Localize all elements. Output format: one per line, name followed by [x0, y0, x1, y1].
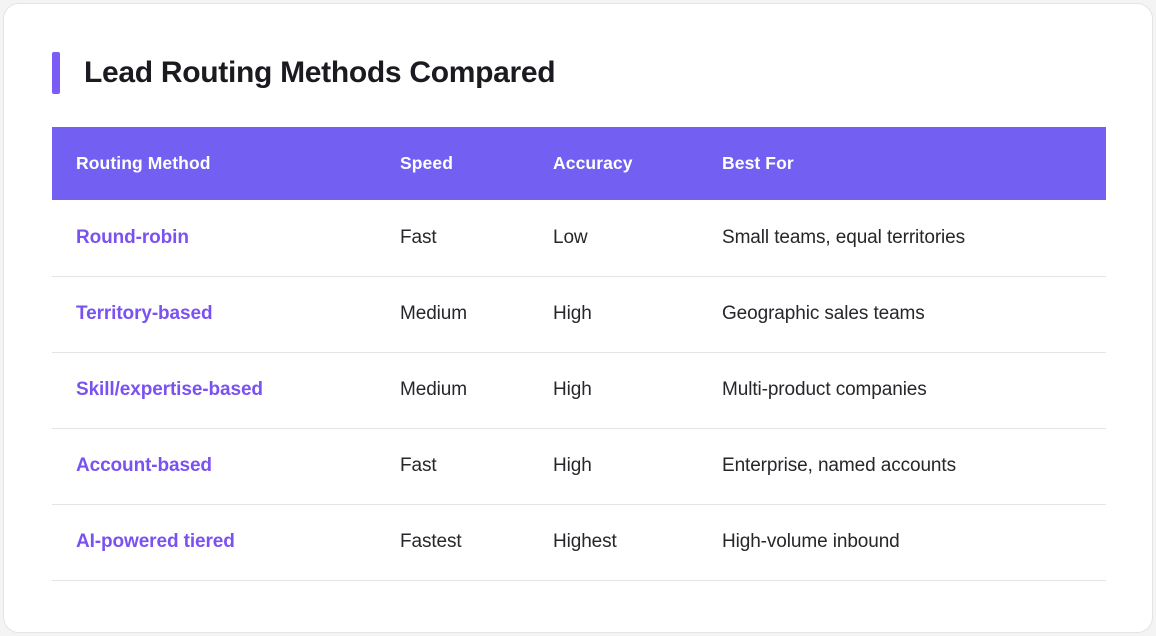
accuracy-cell: High	[553, 455, 592, 476]
accuracy-cell: High	[553, 303, 592, 324]
best-for-cell: High-volume inbound	[722, 531, 900, 552]
routing-method-cell: Account-based	[76, 455, 212, 476]
routing-method-cell: Territory-based	[76, 303, 213, 324]
accuracy-cell: Highest	[553, 531, 617, 552]
column-header-routing-method: Routing Method	[76, 153, 211, 173]
header-row: Routing Method Speed Accuracy Best For	[52, 127, 1106, 200]
table-row: Territory-based Medium High Geographic sale…	[52, 276, 1106, 352]
table-header: Routing Method Speed Accuracy Best For	[52, 127, 1106, 200]
table-row: Account-based Fast High Enterprise, named a…	[52, 428, 1106, 504]
speed-cell: Fastest	[400, 531, 462, 552]
speed-cell: Medium	[400, 303, 467, 324]
column-header-accuracy: Accuracy	[553, 153, 633, 173]
title-accent-bar	[52, 52, 60, 94]
speed-cell: Medium	[400, 379, 467, 400]
table-row: Round-robin Fast Low Small teams, equal ter…	[52, 200, 1106, 276]
card: Lead Routing Methods Compared Routing Me…	[3, 3, 1153, 633]
speed-cell: Fast	[400, 455, 437, 476]
table-row: AI-powered tiered Fastest Highest High-volu…	[52, 504, 1106, 580]
accuracy-cell: Low	[553, 226, 588, 248]
title-row: Lead Routing Methods Compared	[52, 52, 1106, 94]
page-title: Lead Routing Methods Compared	[84, 56, 556, 89]
routing-method-cell: AI-powered tiered	[76, 531, 235, 552]
best-for-cell: Small teams, equal territories	[722, 226, 966, 248]
comparison-table: Routing Method Speed Accuracy Best For R…	[52, 127, 1106, 581]
table-row: Skill/expertise-based Medium High Multi-pro…	[52, 352, 1106, 428]
column-header-speed: Speed	[400, 153, 454, 173]
routing-method-cell: Skill/expertise-based	[76, 379, 263, 400]
column-header-best-for: Best For	[722, 153, 794, 173]
best-for-cell: Enterprise, named accounts	[722, 455, 956, 476]
accuracy-cell: High	[553, 379, 592, 400]
best-for-cell: Multi-product companies	[722, 379, 927, 400]
routing-method-cell: Round-robin	[76, 226, 189, 248]
table-body: Round-robin Fast Low Small teams, equal ter…	[52, 200, 1106, 580]
best-for-cell: Geographic sales teams	[722, 303, 925, 324]
speed-cell: Fast	[400, 226, 437, 248]
